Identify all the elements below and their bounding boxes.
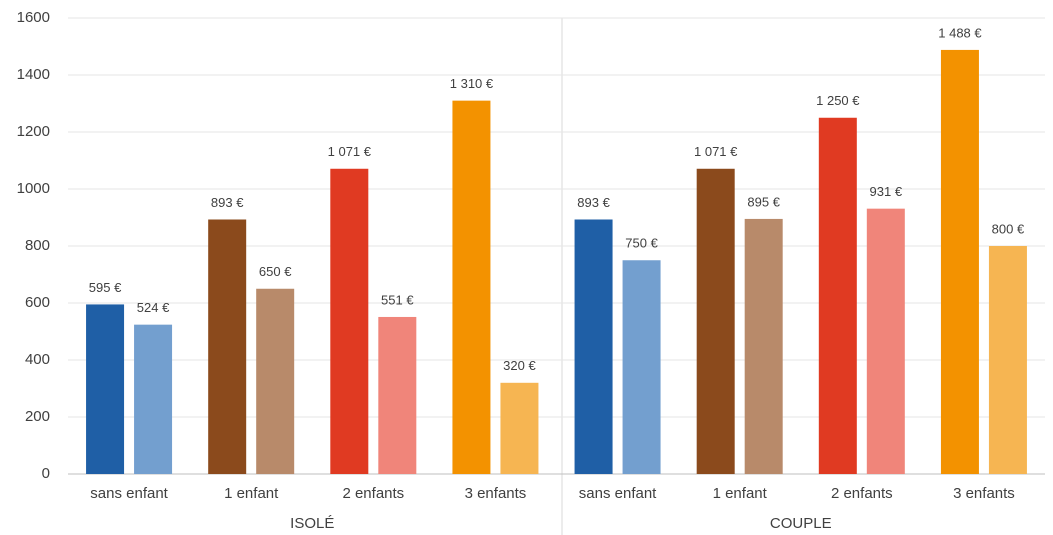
y-tick-label: 1200 <box>17 123 50 140</box>
value-label: 750 € <box>625 236 658 251</box>
value-label: 800 € <box>992 221 1025 236</box>
value-label: 524 € <box>137 300 170 315</box>
y-tick-label: 1600 <box>17 9 50 26</box>
bar <box>622 260 661 474</box>
bar <box>940 49 979 475</box>
x-tick-label: 1 enfant <box>713 485 768 502</box>
bar <box>452 100 491 475</box>
bar <box>696 168 735 474</box>
bar <box>256 288 295 474</box>
value-label: 595 € <box>89 280 122 295</box>
y-tick-label: 600 <box>25 294 50 311</box>
y-tick-label: 400 <box>25 351 50 368</box>
value-label: 931 € <box>870 184 903 199</box>
bar <box>574 219 613 474</box>
bar <box>86 304 125 474</box>
value-label: 1 071 € <box>694 144 738 159</box>
bar <box>500 382 539 474</box>
x-tick-label: 1 enfant <box>224 485 279 502</box>
value-label: 650 € <box>259 264 292 279</box>
y-tick-label: 800 <box>25 237 50 254</box>
value-label: 551 € <box>381 292 414 307</box>
bar <box>818 117 857 474</box>
bar <box>378 316 417 474</box>
bar <box>866 208 905 475</box>
group-label: COUPLE <box>770 515 832 532</box>
x-tick-label: 2 enfants <box>342 485 404 502</box>
y-tick-label: 0 <box>42 465 50 482</box>
x-tick-label: sans enfant <box>579 485 657 502</box>
value-label: 1 071 € <box>328 144 372 159</box>
x-tick-label: 3 enfants <box>953 485 1015 502</box>
x-tick-label: 3 enfants <box>465 485 527 502</box>
value-label: 1 250 € <box>816 93 860 108</box>
value-label: 1 488 € <box>938 25 982 40</box>
y-tick-label: 200 <box>25 408 50 425</box>
bar <box>208 219 247 474</box>
x-tick-label: sans enfant <box>90 485 168 502</box>
y-tick-label: 1000 <box>17 180 50 197</box>
value-label: 1 310 € <box>450 76 494 91</box>
bar <box>988 246 1027 474</box>
value-label: 893 € <box>577 195 610 210</box>
group-label: ISOLÉ <box>290 515 334 532</box>
bar <box>330 168 369 474</box>
value-label: 320 € <box>503 358 536 373</box>
y-tick-label: 1400 <box>17 66 50 83</box>
bar <box>744 218 783 474</box>
x-tick-label: 2 enfants <box>831 485 893 502</box>
value-label: 893 € <box>211 195 244 210</box>
bar <box>134 324 173 474</box>
value-label: 895 € <box>747 194 780 209</box>
